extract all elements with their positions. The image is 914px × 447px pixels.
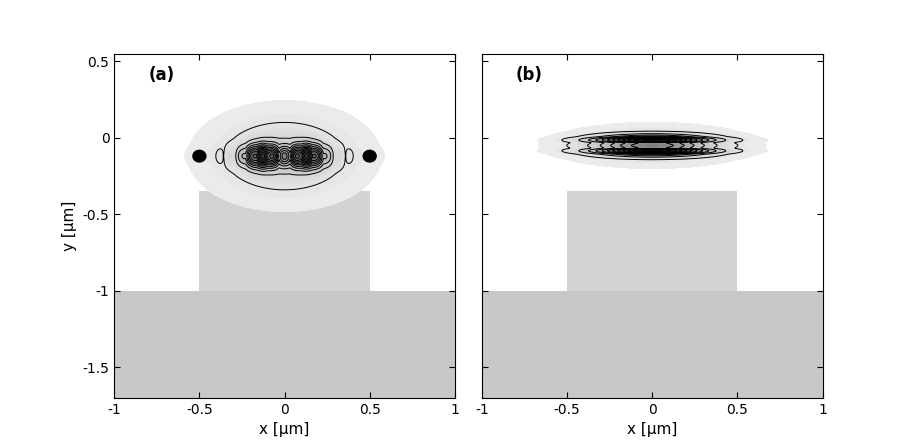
Bar [114, 291, 455, 398]
Text: (b): (b) [516, 66, 543, 84]
Circle shape [193, 150, 206, 162]
Y-axis label: y [μm]: y [μm] [62, 201, 77, 251]
Text: (a): (a) [148, 66, 175, 84]
Bar [568, 191, 738, 291]
Bar [482, 291, 823, 398]
X-axis label: x [μm]: x [μm] [627, 422, 677, 437]
X-axis label: x [μm]: x [μm] [260, 422, 310, 437]
Bar [199, 191, 369, 291]
Circle shape [363, 150, 377, 162]
